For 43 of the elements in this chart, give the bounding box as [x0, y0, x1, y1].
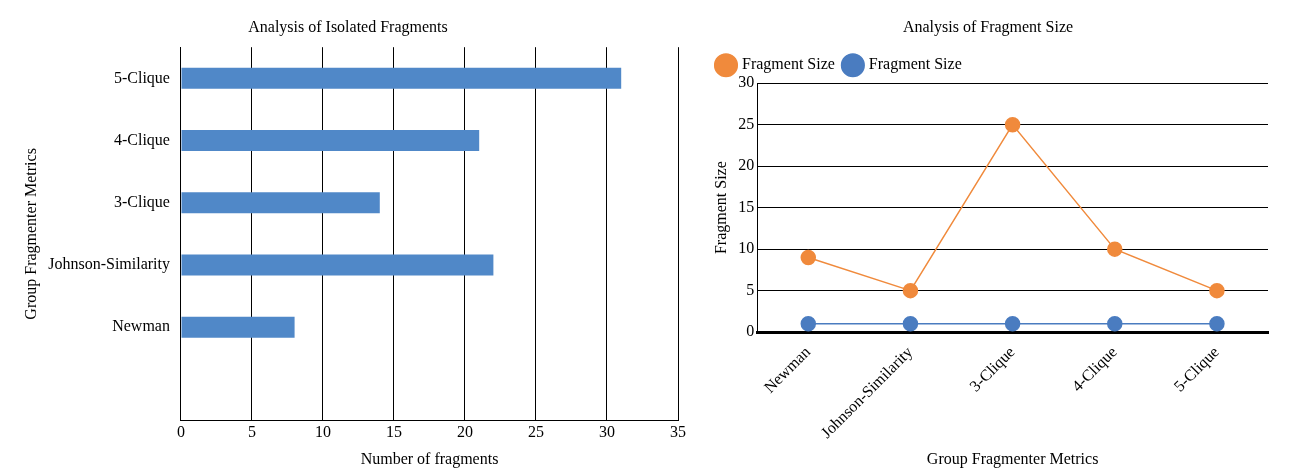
point	[1209, 316, 1225, 332]
bar	[181, 130, 480, 152]
y-tick-label: 3-Clique	[113, 192, 170, 211]
legend-label: Fragment Size	[742, 55, 835, 74]
legend-label: Fragment Size	[868, 55, 962, 74]
bar	[181, 254, 494, 276]
x-tick-label: 30	[599, 423, 615, 441]
y-tick-label: 0	[746, 322, 755, 340]
chart-title: Analysis of Fragment Size	[902, 17, 1074, 36]
point	[1107, 241, 1123, 257]
y-tick-label: 15	[738, 197, 755, 215]
y-tick-label: 4-Clique	[113, 130, 170, 149]
x-tick-label: 0	[176, 423, 185, 441]
y-axis-title: Group Fragmenter Metrics	[21, 148, 40, 320]
point	[800, 316, 817, 332]
point	[800, 249, 817, 266]
y-tick-label: 25	[738, 114, 755, 132]
x-axis-title: Number of fragments	[360, 449, 499, 468]
x-tick-label: 25	[527, 423, 544, 441]
x-tick-label: 20	[456, 423, 473, 441]
y-tick-label: 5-Clique	[113, 68, 170, 87]
y-tick-label: 10	[738, 239, 755, 257]
y-tick-label: 5	[746, 280, 755, 298]
y-tick-label: 20	[738, 156, 755, 174]
y-tick-label: 30	[738, 73, 755, 91]
point	[902, 282, 919, 299]
bar	[181, 192, 380, 214]
point	[1004, 116, 1021, 133]
point	[1004, 316, 1021, 332]
x-tick-label: 15	[385, 423, 402, 441]
y-axis-title: Fragment Size	[711, 161, 730, 255]
bar	[181, 316, 295, 338]
point	[1209, 282, 1225, 299]
y-tick-label: Johnson-Similarity	[48, 255, 170, 274]
bar	[181, 67, 622, 89]
x-axis-title: Group Fragmenter Metrics	[926, 449, 1099, 468]
x-tick-label: 35	[670, 423, 686, 441]
x-tick-label: 10	[314, 423, 331, 441]
chart-title: Analysis of Isolated Fragments	[248, 17, 448, 36]
point	[902, 316, 919, 332]
x-tick-label: 5	[247, 423, 256, 441]
point	[1107, 316, 1123, 332]
y-tick-label: Newman	[112, 317, 170, 335]
